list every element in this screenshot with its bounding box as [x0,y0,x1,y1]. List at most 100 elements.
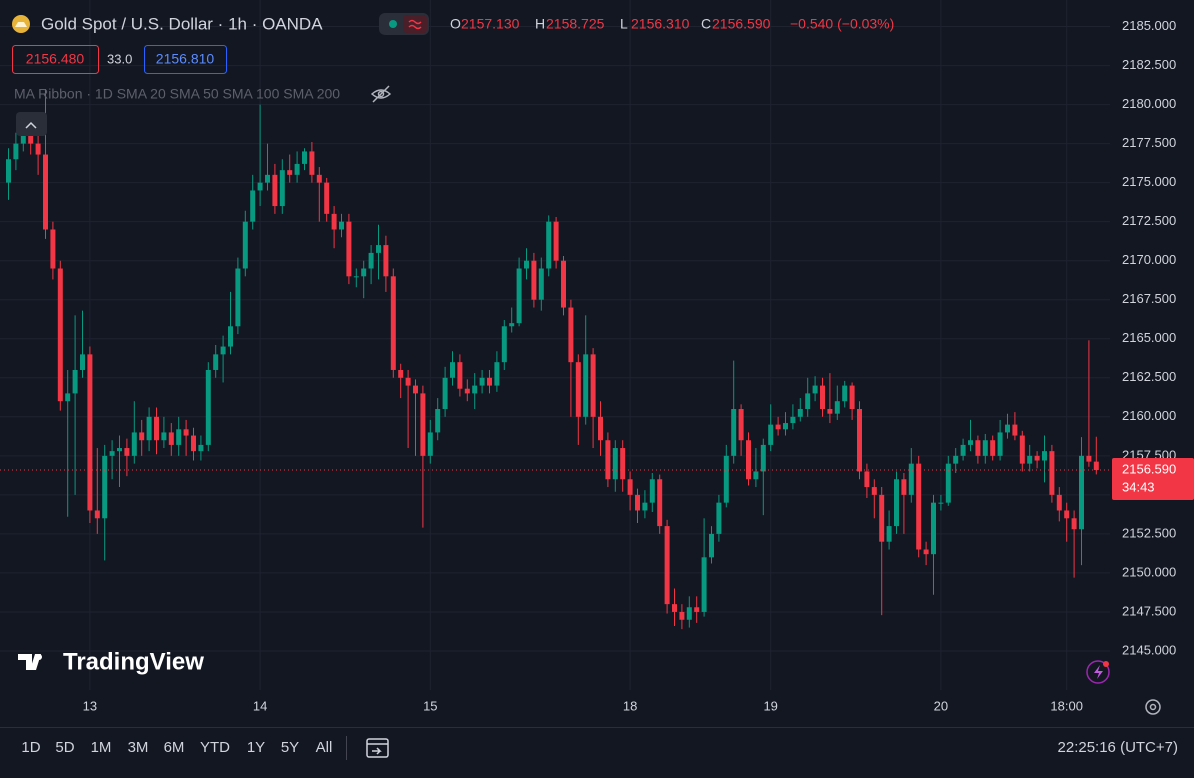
logo-text: TradingView [63,648,204,675]
candle-body [242,221,248,269]
y-tick-label: 2175.000 [1122,174,1176,189]
candle-body [857,409,862,472]
candle-body [87,354,93,511]
candle-body [228,326,233,347]
range-button[interactable]: 5Y [281,739,299,756]
symbol-title[interactable]: Gold Spot / U.S. Dollar · 1h · OANDA [41,14,323,33]
candle-body [346,221,352,277]
candle-body [442,377,448,410]
y-tick-label: 2145.000 [1122,642,1176,657]
range-button[interactable]: 1Y [247,739,265,756]
candle-body [57,268,63,402]
sell-button[interactable] [12,45,99,74]
candle-body [213,354,219,370]
candle-body [183,429,189,436]
y-tick-label: 2162.500 [1122,369,1176,384]
candle-body [43,154,48,230]
candle-body [509,323,515,327]
candle-body [760,444,766,472]
candle-body [413,385,418,394]
y-tick-label: 2150.000 [1122,564,1176,579]
candle-body [168,432,174,445]
collapse-icon [25,121,37,129]
candle-body [427,432,433,456]
candle-body [842,385,848,402]
ask-price[interactable]: 2156.810 [156,51,215,67]
indicator-legend[interactable]: MA Ribbon · 1D SMA 20 SMA 50 SMA 100 SMA… [14,86,340,102]
candle-body [1012,424,1018,436]
candle-body [820,385,825,410]
ohlc-key: C [701,16,711,32]
candle-body [598,416,603,441]
candle-body [753,471,759,480]
candle-body [80,354,85,370]
candle-body [516,268,522,324]
candle-body [923,549,929,555]
ohlc-value: 2157.130 [461,16,520,32]
calendar-icon[interactable] [366,738,389,758]
candle-body [612,448,618,480]
range-button[interactable]: YTD [200,739,230,756]
candle-body [154,416,159,441]
overlay: Gold Spot / U.S. Dollar · 1h · OANDA −0.… [0,13,1194,760]
candle-body [938,502,944,504]
candle-body [1064,510,1070,519]
candle-body [235,268,241,327]
candle-body [812,385,818,394]
settings-icon[interactable] [1145,699,1161,715]
candle-body [294,163,300,175]
candle-body [871,487,877,495]
candle-body [886,526,892,542]
candle-body [390,276,396,370]
candle-body [546,221,552,269]
range-button[interactable]: 3M [128,739,149,756]
candle-body [864,471,870,488]
candle-body [575,362,581,417]
candle-body [35,143,41,155]
candle-body [383,245,389,277]
range-button[interactable]: 5D [55,739,74,756]
logo-mark [18,654,41,670]
candle-body [1071,518,1077,530]
x-tick-label: 19 [763,698,777,713]
logo-dot [36,654,42,660]
delay-badge[interactable] [403,15,427,33]
candle-body [368,252,374,269]
candle-body [901,479,907,495]
y-tick-label: 2167.500 [1122,291,1176,306]
candle-body [331,213,337,230]
candle-body [250,190,256,222]
candle-body [361,268,367,277]
ohlc-key: O [450,16,461,32]
eye-strike [372,85,390,103]
candle-body [6,159,11,183]
candle-body [65,393,71,402]
range-button[interactable]: All [316,739,333,756]
range-button[interactable]: 1M [91,739,112,756]
y-tick-label: 2160.000 [1122,408,1176,423]
hide-icon[interactable] [370,85,392,103]
candle-body [975,440,981,456]
candle-body [1086,455,1092,462]
candle-body [339,221,344,230]
candle-body [790,416,796,424]
candle-body [642,502,648,511]
range-button[interactable]: 1D [21,739,40,756]
candle-body [287,170,293,175]
bid-price[interactable]: 2156.480 [26,51,85,67]
candles [0,88,1110,630]
candle-body [982,440,988,456]
candle-body [324,182,330,214]
candle-body [353,276,359,278]
buy-button[interactable] [144,45,227,74]
candle-body [945,463,951,503]
alert-icon[interactable] [1086,660,1110,684]
candle-body [131,432,137,456]
y-tick-label: 2170.000 [1122,252,1176,267]
candle-body [694,607,700,612]
candle-body [139,432,145,441]
range-button[interactable]: 6M [164,739,185,756]
candle-body [265,174,270,183]
delay-icon [408,19,422,30]
